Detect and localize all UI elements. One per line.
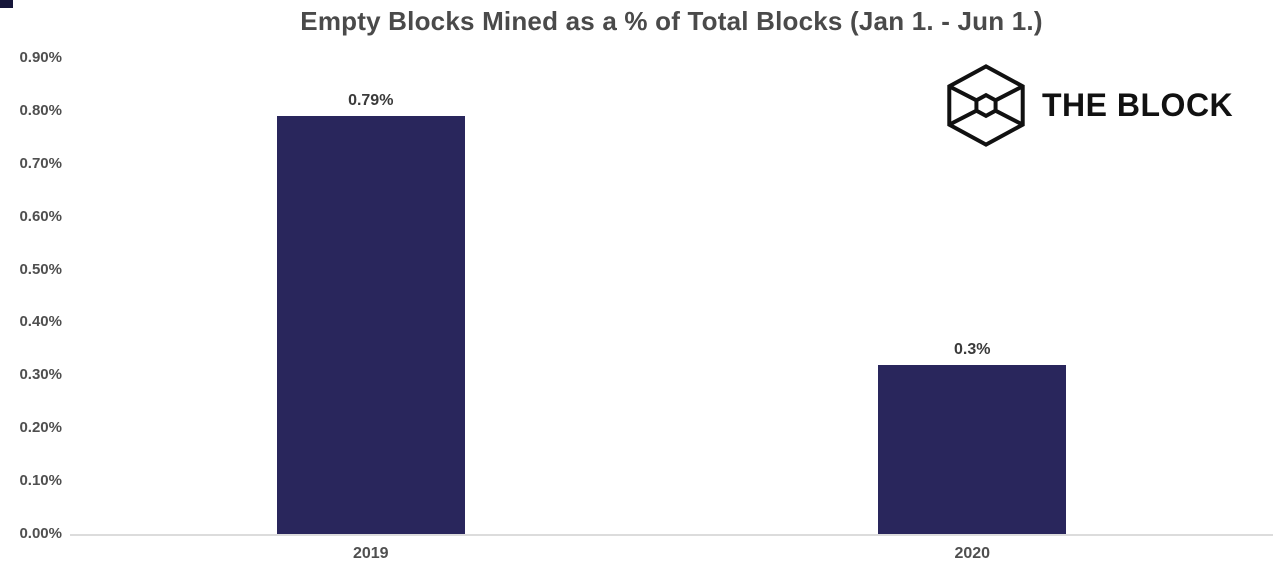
x-tick-label-2019: 2019 [352, 545, 389, 562]
y-tick-label: 0.10% [19, 472, 62, 490]
y-tick-label: 0.20% [19, 419, 62, 437]
y-tick-label: 0.70% [19, 154, 62, 172]
y-tick-label: 0.30% [19, 366, 62, 384]
y-tick-label: 0.40% [19, 313, 62, 331]
block-cube-icon [946, 64, 1026, 147]
plot-area [70, 58, 1273, 536]
the-block-logo: THE BLOCK [946, 64, 1233, 147]
y-tick-label: 0.80% [19, 101, 62, 119]
y-tick-label: 0.60% [19, 207, 62, 225]
logo-text: THE BLOCK [1042, 87, 1234, 123]
value-label-2020: 0.3% [954, 340, 991, 358]
y-tick-label: 0.00% [19, 525, 62, 542]
chart-title: Empty Blocks Mined as a % of Total Block… [300, 6, 1043, 36]
bar-2020 [878, 364, 1067, 534]
bar-2019 [276, 116, 465, 534]
value-label-2019: 0.79% [348, 92, 394, 110]
corner-artifact [0, 0, 13, 8]
y-tick-label: 0.90% [19, 49, 62, 66]
x-tick-label-2020: 2020 [954, 545, 991, 562]
y-tick-label: 0.50% [19, 260, 62, 278]
